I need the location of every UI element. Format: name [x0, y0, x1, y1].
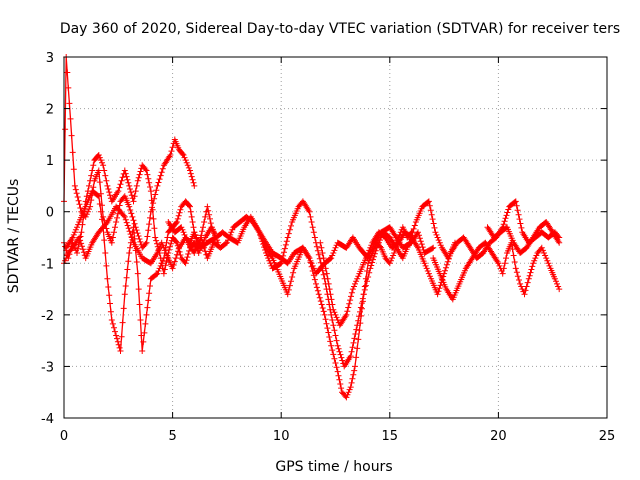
series-line: [65, 190, 217, 352]
y-axis-label: SDTVAR / TECUs: [6, 179, 22, 294]
data-point-markers: [256, 198, 458, 370]
series-track-6: [256, 198, 458, 370]
plot-frame: [63, 56, 608, 419]
data-point-markers: [430, 239, 563, 303]
series-track-5: [165, 213, 415, 401]
x-tick-label: 0: [60, 429, 68, 444]
y-tick-label: 0: [46, 206, 54, 221]
series-track-9: [484, 219, 563, 256]
y-tick-label: -1: [41, 257, 54, 272]
x-tick-label: 15: [382, 429, 399, 444]
data-point-markers: [484, 219, 563, 256]
series-track-8: [430, 239, 563, 303]
y-tick-label: -3: [41, 360, 54, 375]
chart-title: Day 360 of 2020, Sidereal Day-to-day VTE…: [60, 21, 620, 37]
y-tick-label: -4: [41, 412, 54, 427]
x-tick-label: 10: [273, 429, 290, 444]
axis-ticks: 0 5 10 15 20 25 -4 -3 -2 -1 0 1 2 3: [41, 51, 615, 444]
data-layer: [61, 54, 563, 401]
y-tick-label: 1: [46, 154, 54, 169]
y-tick-label: -2: [41, 309, 54, 324]
x-axis-label: GPS time / hours: [275, 459, 392, 475]
plot-border: [63, 56, 608, 419]
x-tick-label: 5: [168, 429, 176, 444]
data-point-markers: [165, 213, 415, 401]
x-tick-label: 20: [490, 429, 507, 444]
y-tick-label: 3: [46, 51, 54, 66]
y-tick-label: 2: [46, 103, 54, 118]
data-point-markers: [317, 198, 563, 329]
grid-lines: [64, 57, 607, 418]
series-track-7: [317, 198, 563, 329]
x-tick-label: 25: [599, 429, 616, 444]
series-track-3: [61, 152, 222, 277]
